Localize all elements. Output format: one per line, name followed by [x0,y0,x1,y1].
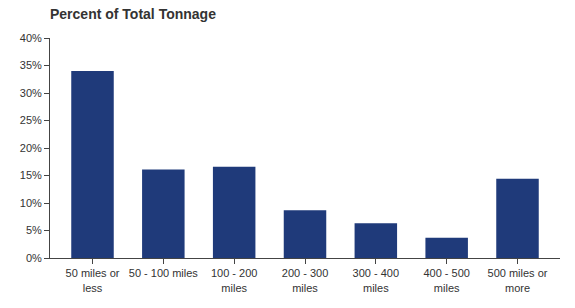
svg-text:15%: 15% [20,169,42,181]
svg-text:35%: 35% [20,59,42,71]
svg-text:100 - 200miles: 100 - 200miles [211,267,257,293]
svg-text:200 - 300miles: 200 - 300miles [282,267,328,293]
svg-text:25%: 25% [20,114,42,126]
svg-text:5%: 5% [26,224,42,236]
svg-text:10%: 10% [20,197,42,209]
svg-text:400 - 500miles: 400 - 500miles [423,267,469,293]
svg-text:50 - 100 miles: 50 - 100 miles [129,267,199,279]
svg-text:20%: 20% [20,142,42,154]
svg-text:40%: 40% [20,32,42,44]
svg-text:500 miles ormore: 500 miles ormore [488,267,548,293]
svg-text:300 - 400miles: 300 - 400miles [353,267,399,293]
svg-text:30%: 30% [20,87,42,99]
svg-text:0%: 0% [26,252,42,264]
svg-text:Percent of Total Tonnage: Percent of Total Tonnage [50,6,216,22]
svg-text:50 miles orless: 50 miles orless [66,267,120,293]
